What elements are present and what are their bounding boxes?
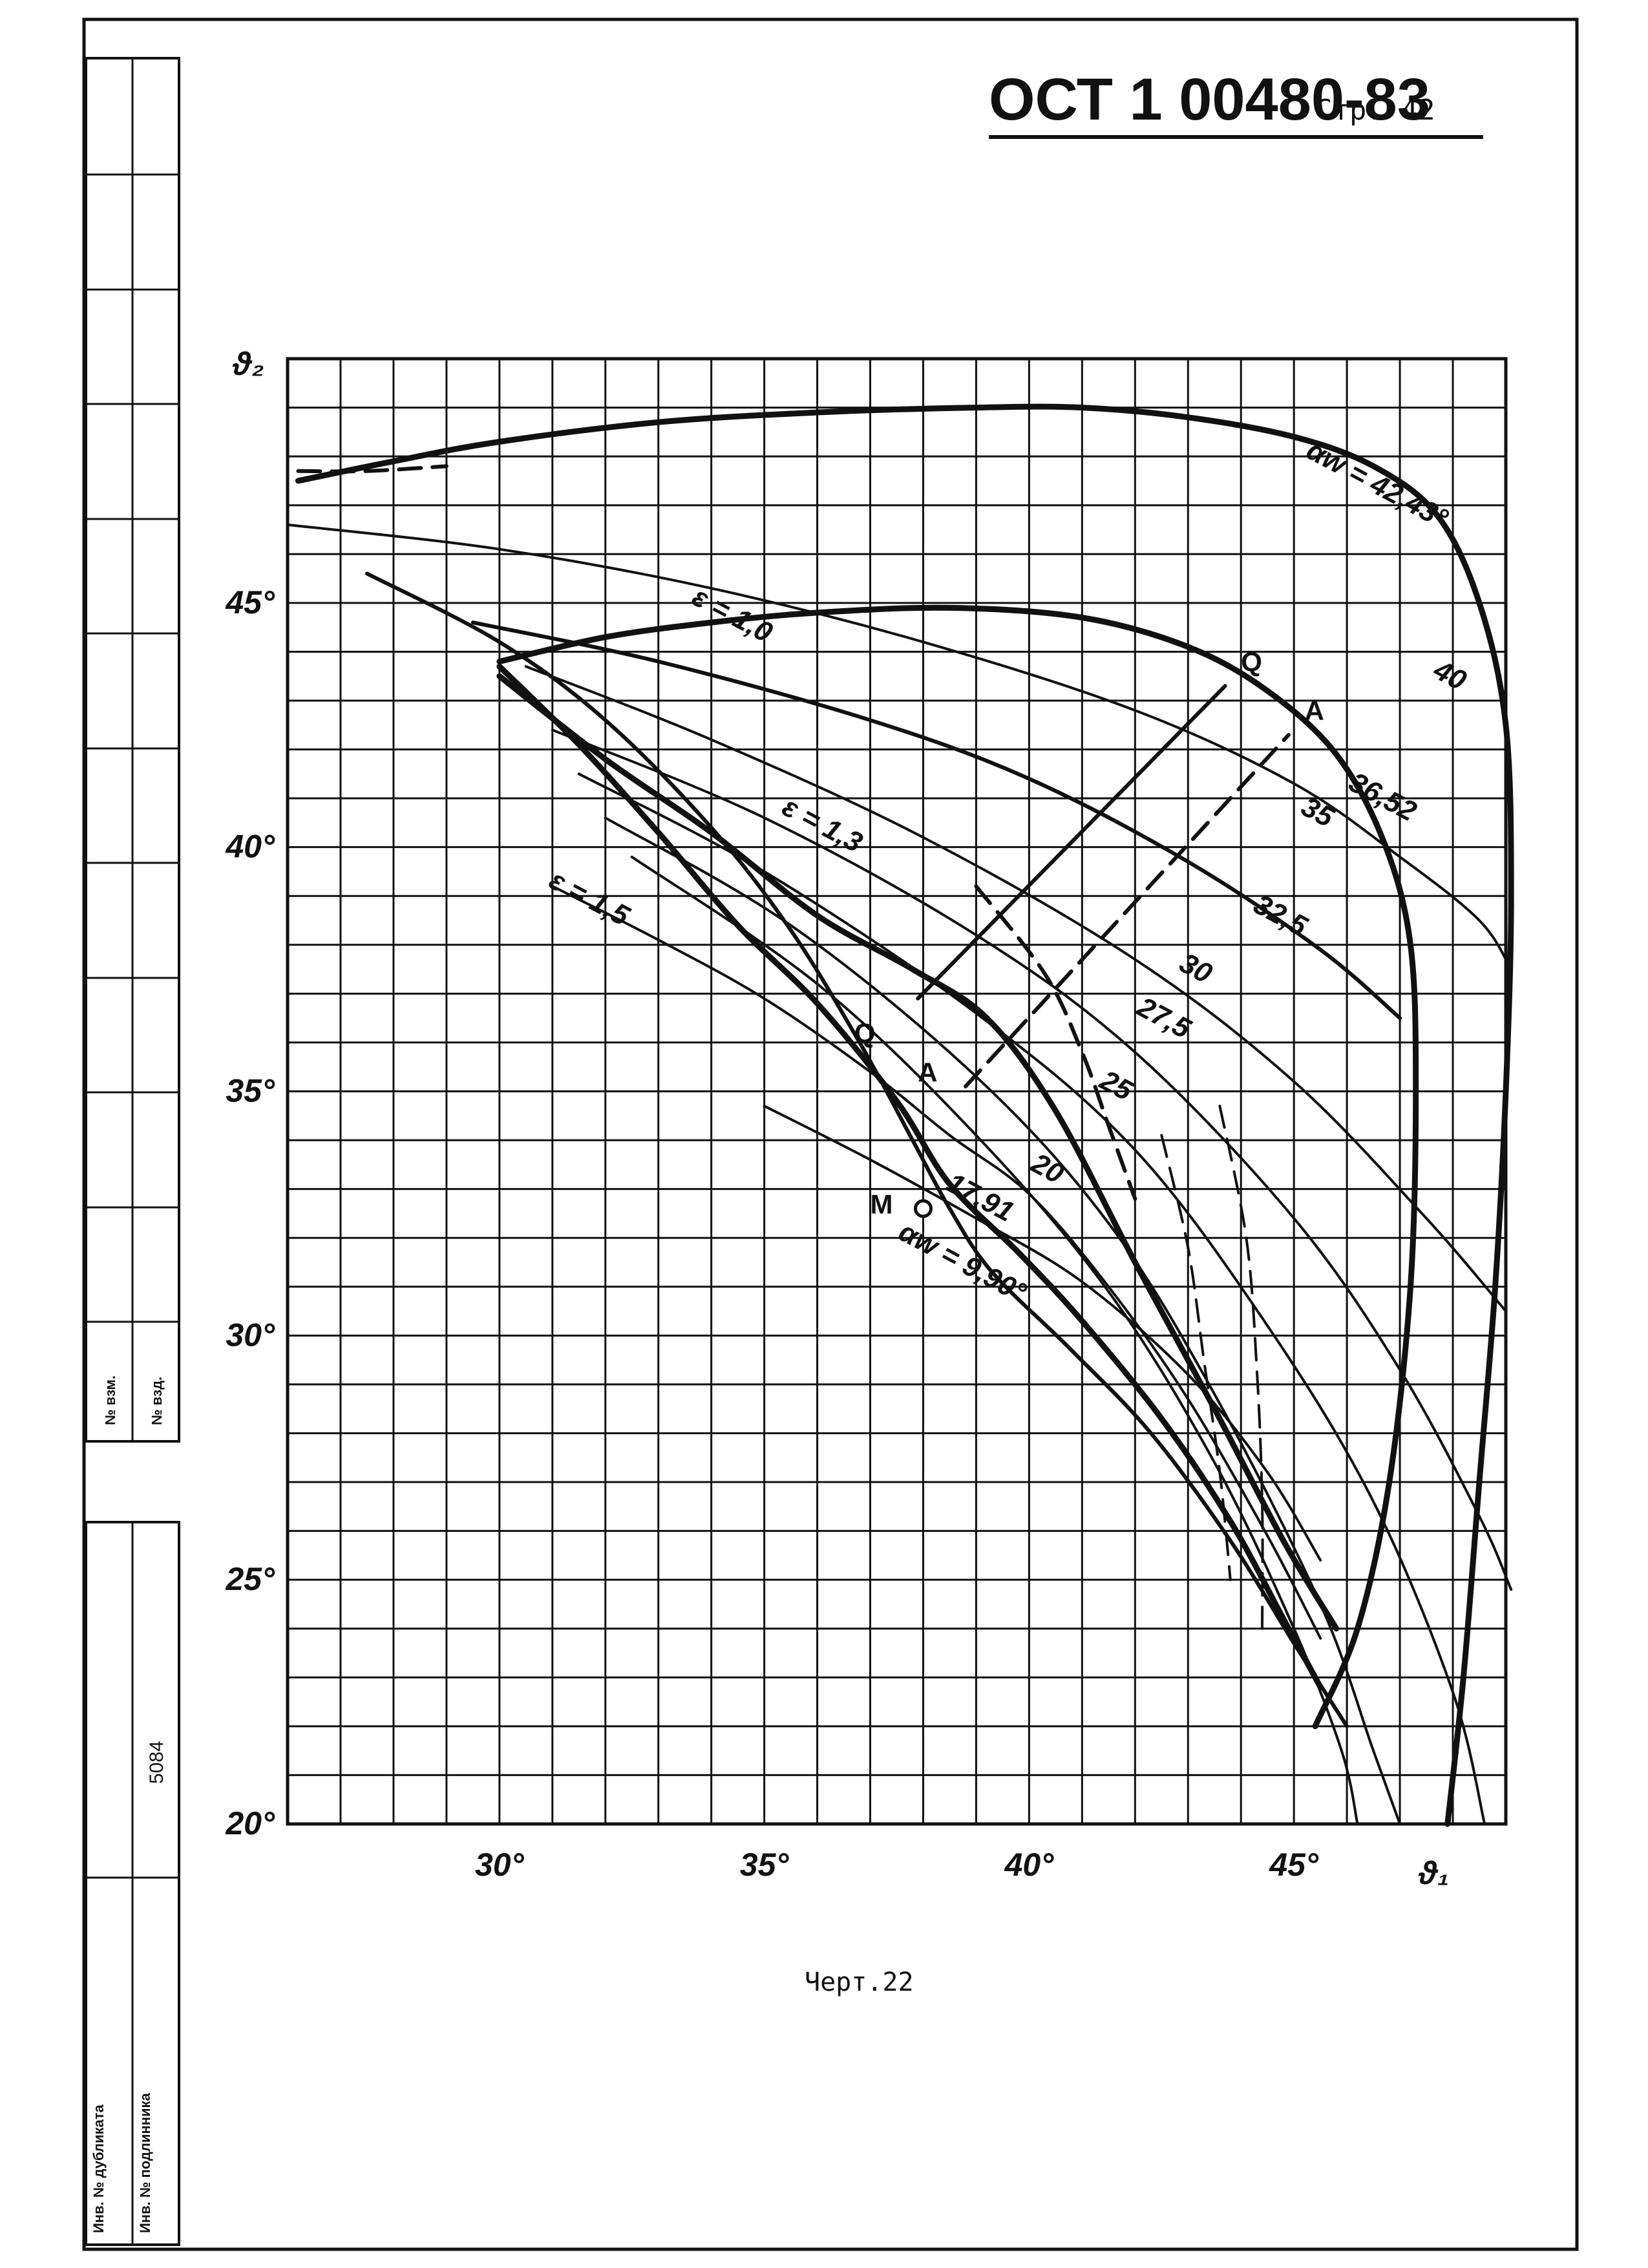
series-line-4 <box>524 665 1507 1313</box>
chart-annotation: M <box>871 1189 893 1219</box>
series-line-7 <box>604 816 1402 1825</box>
page-number: Стр. 42 <box>1315 94 1435 127</box>
chart-annotation: αw = 42,43° <box>1302 434 1453 535</box>
figure-caption: Черт.22 <box>805 1967 914 1997</box>
chart-annotation: ε = 1,5 <box>544 864 635 933</box>
x-tick-label: 30° <box>475 1847 525 1883</box>
y-tick-label: 20° <box>225 1805 275 1841</box>
y-axis-label: ϑ₂ <box>232 346 264 382</box>
side-column-rows <box>86 173 179 1323</box>
series-line-3 <box>470 620 1402 1021</box>
series-line-14 <box>296 464 449 474</box>
side-column: № взм. № взд. 5084 Инв. № дубликата Инв.… <box>85 57 180 2246</box>
x-tick-label: 40° <box>1004 1847 1055 1883</box>
chart-annotation: 35 <box>1296 790 1340 833</box>
document-code: ОСТ 1 00480-83 <box>989 67 1430 132</box>
x-tick-label: 35° <box>740 1847 790 1883</box>
chart-ticks: 30° 35° 40° 45° 20° 25° 30° 35° 40° 45° <box>225 584 1319 1883</box>
chart-annotation: 20 <box>1026 1147 1070 1190</box>
series-line-18 <box>916 684 1227 1001</box>
y-tick-label: 25° <box>225 1561 275 1597</box>
series-line-15 <box>974 884 1137 1201</box>
chart-curves <box>286 403 1514 1827</box>
side-label-dubl: Инв. № дубликата <box>90 2104 107 2233</box>
chart-annotation: 30 <box>1174 947 1218 990</box>
series-line-12 <box>551 885 1322 1640</box>
chart: 30° 35° 40° 45° 20° 25° 30° 35° 40° 45° αw = 42,4… <box>225 346 1514 1891</box>
y-tick-label: 40° <box>225 829 275 865</box>
page-frame <box>82 17 1579 2251</box>
series-line-9 <box>496 673 1340 1632</box>
chart-annotation: 27,5 <box>1132 991 1196 1045</box>
chart-annotation: A <box>1305 695 1324 726</box>
y-tick-label: 35° <box>226 1073 275 1109</box>
y-tick-label: 45° <box>225 584 275 620</box>
x-tick-label: 45° <box>1269 1847 1319 1883</box>
chart-annotation: Q <box>1241 647 1262 677</box>
series-line-2 <box>286 523 1513 971</box>
series-line-6 <box>577 772 1486 1825</box>
side-label-vzd: № взд. <box>149 1377 165 1425</box>
side-label-vzm: № взм. <box>102 1375 118 1425</box>
chart-annotation: 40 <box>1428 653 1472 697</box>
x-axis-label: ϑ₁ <box>1418 1855 1449 1891</box>
y-tick-label: 30° <box>226 1317 275 1353</box>
chart-annotation: ε = 1,3 <box>777 790 868 858</box>
series-line-0 <box>295 403 1514 1827</box>
chart-annotation: Q <box>854 1018 876 1048</box>
series-line-16 <box>1160 1134 1232 1582</box>
series-line-11 <box>364 571 1349 1728</box>
series-line-13 <box>763 1105 1322 1562</box>
series-line-5 <box>551 728 1513 1591</box>
series-line-10 <box>496 663 1324 1690</box>
chart-annotation: 36,52 <box>1344 767 1422 828</box>
side-number: 5084 <box>146 1741 167 1784</box>
chart-annotations: αw = 42,43°ε = 1,0ε = 1,3ε = 1,54036,523… <box>544 434 1472 1309</box>
chart-annotation: A <box>918 1057 937 1087</box>
series-line-17 <box>1218 1105 1264 1630</box>
series-line-19 <box>964 732 1291 1088</box>
document-header: ОСТ 1 00480-83 Стр. 42 <box>989 67 1483 139</box>
side-label-podl: Инв. № подлинника <box>137 2093 153 2233</box>
marker-point <box>913 1199 933 1218</box>
series-line-1 <box>496 604 1419 1730</box>
series-line-8 <box>630 855 1359 1825</box>
